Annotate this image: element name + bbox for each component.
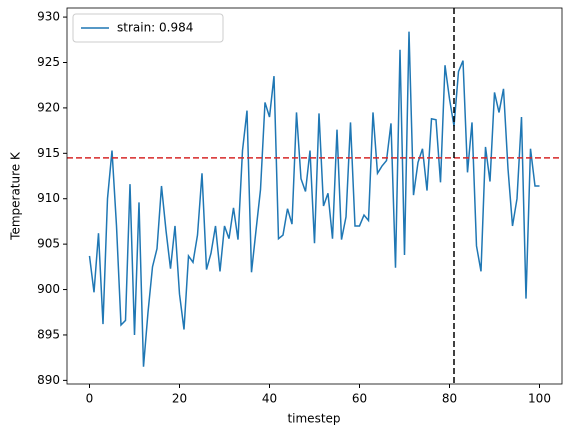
x-tick-label: 40: [262, 392, 277, 406]
legend-label: strain: 0.984: [117, 21, 193, 35]
data-line: [88, 31, 540, 367]
x-tick-label: 20: [172, 392, 187, 406]
y-axis-label: Temperature K: [9, 151, 23, 241]
y-tick-label: 905: [37, 237, 60, 251]
x-tick-label: 80: [442, 392, 457, 406]
x-tick-label: 100: [528, 392, 551, 406]
y-tick-label: 920: [37, 100, 60, 114]
x-axis-label: timestep: [287, 412, 340, 426]
plot-frame: [66, 7, 563, 385]
x-tick-label: 0: [86, 392, 94, 406]
y-tick-label: 895: [37, 327, 60, 341]
legend-box: [72, 13, 224, 43]
y-tick-label: 930: [37, 10, 60, 24]
x-tick-label: 60: [352, 392, 367, 406]
y-tick-label: 910: [37, 191, 60, 205]
y-tick-label: 915: [37, 146, 60, 160]
y-tick-label: 890: [37, 373, 60, 387]
y-tick-label: 925: [37, 55, 60, 69]
y-tick-label: 900: [37, 282, 60, 296]
